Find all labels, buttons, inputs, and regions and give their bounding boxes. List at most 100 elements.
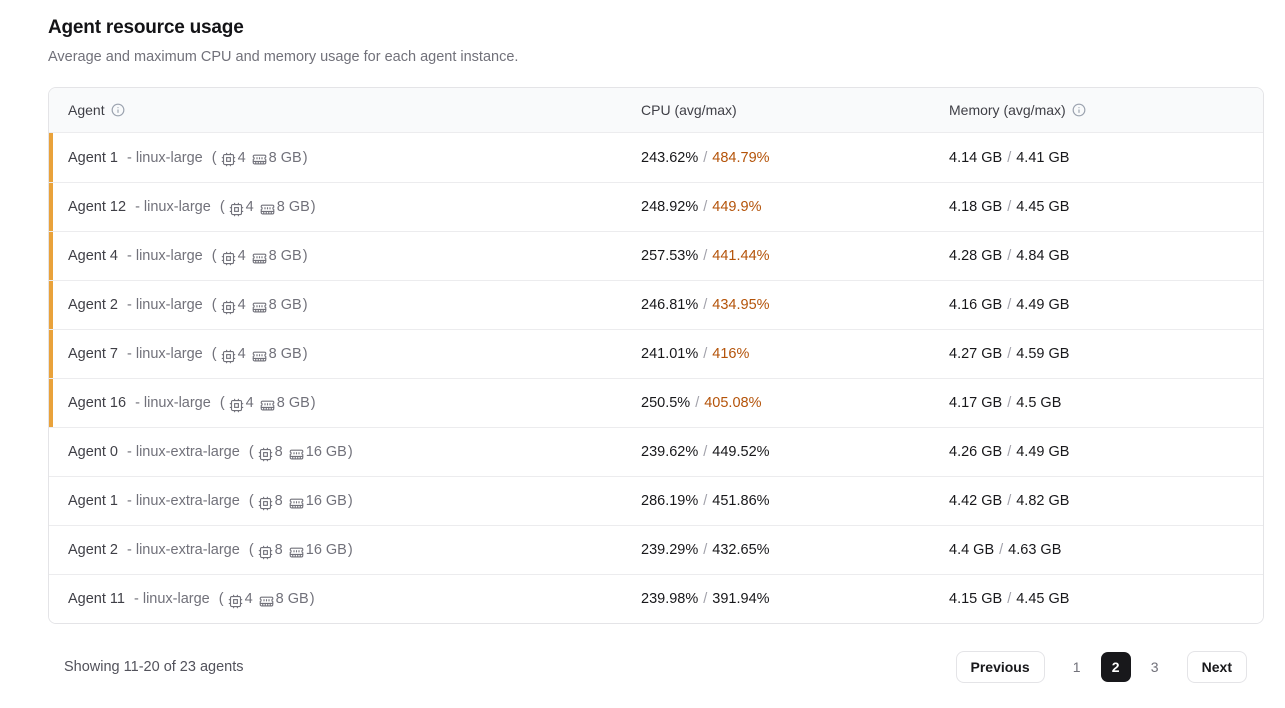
memory-avg-value: 4.26 GB — [949, 444, 1002, 460]
agent-instance-type: - linux-large — [127, 346, 203, 362]
cpu-avg-value: 246.81% — [641, 297, 698, 313]
memory-max-value: 4.5 GB — [1016, 395, 1061, 411]
previous-page-button[interactable]: Previous — [956, 651, 1045, 683]
value-separator: / — [1007, 493, 1011, 509]
page-number-list: 123 — [1062, 652, 1170, 682]
info-icon[interactable] — [1072, 103, 1086, 117]
memory-icon — [259, 594, 274, 609]
memory-usage-cell: 4.26 GB / 4.49 GB — [949, 444, 1263, 460]
memory-max-value: 4.49 GB — [1016, 444, 1069, 460]
agent-name: Agent 2 — [68, 542, 118, 558]
table-body: Agent 1 - linux-large (48 GB) 243.62% / … — [49, 133, 1263, 623]
memory-usage-cell: 4.14 GB / 4.41 GB — [949, 150, 1263, 166]
table-row: Agent 11 - linux-large (48 GB) 239.98% /… — [49, 574, 1263, 623]
spec-close-paren: ) — [311, 395, 316, 411]
agent-spec: (48 GB) — [220, 199, 316, 215]
table-row: Agent 1 - linux-large (48 GB) 243.62% / … — [49, 133, 1263, 182]
spec-close-paren: ) — [303, 297, 308, 313]
memory-max-value: 4.84 GB — [1016, 248, 1069, 264]
memory-avg-value: 4.16 GB — [949, 297, 1002, 313]
value-separator: / — [703, 248, 707, 264]
agent-instance-type: - linux-extra-large — [127, 444, 240, 460]
agent-name: Agent 11 — [68, 591, 125, 607]
spec-open-paren: ( — [212, 248, 217, 264]
memory-size: 8 GB — [269, 346, 302, 362]
cpu-max-value: 405.08% — [704, 395, 761, 411]
cpu-count: 4 — [238, 346, 246, 362]
cpu-avg-value: 241.01% — [641, 346, 698, 362]
page-button[interactable]: 1 — [1062, 652, 1092, 682]
memory-size: 16 GB — [306, 444, 347, 460]
spec-open-paren: ( — [212, 346, 217, 362]
cpu-avg-value: 239.29% — [641, 542, 698, 558]
next-page-button[interactable]: Next — [1187, 651, 1247, 683]
cpu-icon — [221, 152, 236, 167]
cpu-icon — [221, 251, 236, 266]
memory-size: 8 GB — [277, 395, 310, 411]
cpu-usage-cell: 239.62% / 449.52% — [641, 444, 949, 460]
memory-size: 16 GB — [306, 542, 347, 558]
memory-avg-value: 4.18 GB — [949, 199, 1002, 215]
page-title: Agent resource usage — [48, 17, 1264, 39]
table-row: Agent 0 - linux-extra-large (816 GB) 239… — [49, 427, 1263, 476]
agent-instance-type: - linux-extra-large — [127, 493, 240, 509]
table-row: Agent 1 - linux-extra-large (816 GB) 286… — [49, 476, 1263, 525]
memory-icon — [289, 545, 304, 560]
memory-usage-cell: 4.16 GB / 4.49 GB — [949, 297, 1263, 313]
spec-open-paren: ( — [249, 542, 254, 558]
agent-instance-type: - linux-extra-large — [127, 542, 240, 558]
spec-open-paren: ( — [220, 395, 225, 411]
page-button[interactable]: 3 — [1140, 652, 1170, 682]
memory-avg-value: 4.42 GB — [949, 493, 1002, 509]
memory-size: 8 GB — [269, 297, 302, 313]
value-separator: / — [999, 542, 1003, 558]
agent-spec: (48 GB) — [219, 591, 315, 607]
agent-spec: (48 GB) — [212, 150, 308, 166]
spec-close-paren: ) — [310, 591, 315, 607]
memory-icon — [260, 202, 275, 217]
spec-close-paren: ) — [348, 493, 353, 509]
cpu-icon — [258, 496, 273, 511]
cpu-icon — [221, 349, 236, 364]
agent-spec: (48 GB) — [212, 297, 308, 313]
value-separator: / — [703, 542, 707, 558]
memory-size: 8 GB — [269, 150, 302, 166]
table-row: Agent 2 - linux-large (48 GB) 246.81% / … — [49, 280, 1263, 329]
memory-icon — [252, 349, 267, 364]
memory-avg-value: 4.28 GB — [949, 248, 1002, 264]
cpu-usage-cell: 241.01% / 416% — [641, 346, 949, 362]
value-separator: / — [703, 297, 707, 313]
agent-instance-type: - linux-large — [127, 150, 203, 166]
value-separator: / — [1007, 150, 1011, 166]
agent-cell: Agent 16 - linux-large (48 GB) — [49, 395, 641, 411]
pagination: Previous 123 Next — [956, 651, 1248, 683]
cpu-count: 4 — [245, 591, 253, 607]
cpu-icon — [229, 202, 244, 217]
cpu-usage-cell: 243.62% / 484.79% — [641, 150, 949, 166]
memory-usage-cell: 4.27 GB / 4.59 GB — [949, 346, 1263, 362]
cpu-usage-cell: 246.81% / 434.95% — [641, 297, 949, 313]
agent-spec: (48 GB) — [212, 248, 308, 264]
agent-name: Agent 2 — [68, 297, 118, 313]
cpu-max-value: 449.9% — [712, 199, 761, 215]
value-separator: / — [703, 150, 707, 166]
cpu-avg-value: 239.62% — [641, 444, 698, 460]
agent-cell: Agent 1 - linux-extra-large (816 GB) — [49, 493, 641, 509]
memory-icon — [289, 496, 304, 511]
cpu-icon — [258, 545, 273, 560]
memory-size: 16 GB — [306, 493, 347, 509]
agent-instance-type: - linux-large — [135, 199, 211, 215]
memory-size: 8 GB — [269, 248, 302, 264]
memory-max-value: 4.45 GB — [1016, 199, 1069, 215]
cpu-avg-value: 248.92% — [641, 199, 698, 215]
agent-name: Agent 16 — [68, 395, 126, 411]
spec-open-paren: ( — [219, 591, 224, 607]
column-header-memory-label: Memory (avg/max) — [949, 102, 1066, 118]
table-row: Agent 7 - linux-large (48 GB) 241.01% / … — [49, 329, 1263, 378]
info-icon[interactable] — [111, 103, 125, 117]
page-button[interactable]: 2 — [1101, 652, 1131, 682]
cpu-usage-cell: 257.53% / 441.44% — [641, 248, 949, 264]
memory-max-value: 4.63 GB — [1008, 542, 1061, 558]
cpu-avg-value: 239.98% — [641, 591, 698, 607]
column-header-memory: Memory (avg/max) — [949, 102, 1263, 118]
